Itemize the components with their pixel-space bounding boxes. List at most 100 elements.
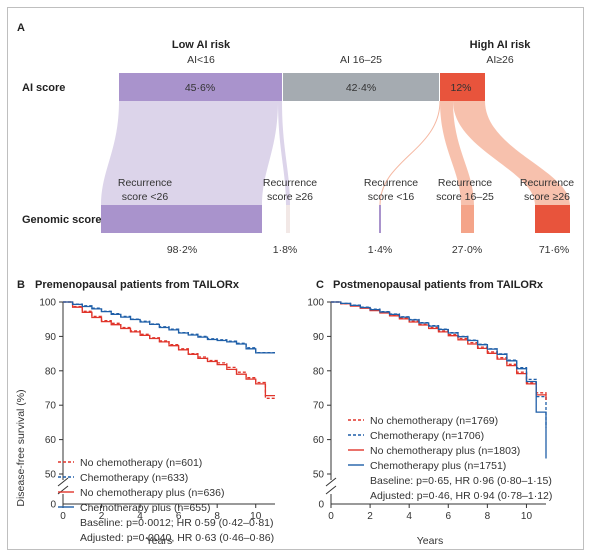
panel-b-axis-break-2 xyxy=(57,485,69,495)
genomic-label-2a: Recurrence xyxy=(263,177,317,189)
panel-c-xtick-label: 2 xyxy=(367,511,373,522)
panel-b-xlabel: Years xyxy=(146,535,172,547)
panel-b-legend-label-3: Chemotherapy plus (n=655) xyxy=(80,502,210,514)
panel-c-series-2 xyxy=(331,301,547,400)
panel-b-series xyxy=(63,301,276,400)
panel-c-series-1 xyxy=(331,301,547,428)
panel-c-xtick-label: 0 xyxy=(328,511,334,522)
genomic-label-3a: Recurrence xyxy=(364,177,418,189)
panel-c-axes: 50 60 70 80 90 100 00 2 4 6 8 10 xyxy=(307,298,546,522)
genomic-label-3b: score <16 xyxy=(368,191,415,203)
panel-c-letter: C xyxy=(316,279,324,291)
genomic-bar-rs-lt16 xyxy=(379,205,381,233)
genomic-label-1b: score <26 xyxy=(122,191,169,203)
panel-c-xtick-label: 8 xyxy=(485,511,491,522)
flow-high-to-rs-ge26 xyxy=(453,101,570,205)
genomic-label-5a: Recurrence xyxy=(520,177,574,189)
panel-b-series-1 xyxy=(63,301,275,354)
panel-c-series-0 xyxy=(331,301,547,402)
panel-c-ytick-label-zero: 0 xyxy=(318,500,324,511)
row-label-ai-score: AI score xyxy=(22,82,65,94)
panel-c-xtick-label: 4 xyxy=(406,511,412,522)
flow-high-to-rs-16-25 xyxy=(440,101,474,205)
genomic-percent-1: 98·2% xyxy=(167,244,197,256)
panel-b-ytick-label-zero: 0 xyxy=(50,500,56,511)
panel-b-km-plot: B Premenopausal patients from TAILORx Di… xyxy=(15,279,276,547)
panel-b-xtick-label: 2 xyxy=(99,511,105,522)
panel-c-title: Postmenopausal patients from TAILORx xyxy=(333,279,544,291)
figure-frame xyxy=(7,7,584,550)
genomic-bar-rs-ge26 xyxy=(286,205,290,233)
group-high-subtitle: AI≥26 xyxy=(486,54,514,66)
flow-low-to-rs-ge26 xyxy=(278,101,290,205)
panel-b-series-3 xyxy=(63,301,275,354)
panel-b-legend-label-2: No chemotherapy plus (n=636) xyxy=(80,487,224,499)
flow-high-to-rs-lt16 xyxy=(379,100,441,206)
panel-c-axis-break-2 xyxy=(325,485,337,495)
genomic-bar-rs-ge26-high xyxy=(535,205,570,233)
panel-a-sankey: A 45·6% 42·4% 12% Low AI risk AI<16 AI 1… xyxy=(17,22,574,256)
genomic-label-1a: Recurrence xyxy=(118,177,172,189)
panel-b-axes: 50 60 70 80 90 100 00 2 4 6 8 10 xyxy=(39,298,275,522)
panel-b-legend-label-1: Chemotherapy (n=633) xyxy=(80,472,188,484)
genomic-percent-5: 71·6% xyxy=(539,244,569,256)
ai-bar-high-percent: 12% xyxy=(450,82,471,94)
row-label-genomic-score: Genomic score xyxy=(22,214,101,226)
panel-b-ytick-label: 100 xyxy=(39,298,56,309)
panel-c-legend-label-0: No chemotherapy (n=1769) xyxy=(370,415,498,427)
panel-b-xtick-label: 6 xyxy=(176,511,182,522)
genomic-percent-2: 1·8% xyxy=(273,244,298,256)
panel-c-series-3 xyxy=(331,301,547,459)
panel-c-stats-1: Baseline: p=0·65, HR 0·96 (0·80–1·15) xyxy=(370,475,552,487)
flow-low-to-rs-lt26 xyxy=(101,101,278,205)
genomic-bar-rs-lt26 xyxy=(101,205,262,233)
group-low-subtitle: AI<16 xyxy=(187,54,215,66)
genomic-label-2b: score ≥26 xyxy=(267,191,313,203)
panel-b-series-0 xyxy=(63,301,276,400)
genomic-label-4b: score 16–25 xyxy=(436,191,494,203)
panel-c-ytick-label: 100 xyxy=(307,298,324,309)
panel-c-legend-label-1: Chemotherapy (n=1706) xyxy=(370,430,484,442)
ai-bar-low xyxy=(119,73,282,101)
panel-b-title: Premenopausal patients from TAILORx xyxy=(35,279,240,291)
panel-b-stats-2: Adjusted: p=0·0040, HR 0·63 (0·46–0·86) xyxy=(80,532,274,544)
ai-bar-high xyxy=(440,73,485,101)
group-mid-subtitle: AI 16–25 xyxy=(340,54,382,66)
panel-c-stats-2: Adjusted: p=0·46, HR 0·94 (0·78–1·12) xyxy=(370,490,552,502)
panel-b-legend: No chemotherapy (n=601) Chemotherapy (n=… xyxy=(58,457,274,544)
panel-b-ylabel: Disease-free survival (%) xyxy=(15,389,27,506)
panel-c-legend-label-3: Chemotherapy plus (n=1751) xyxy=(370,460,506,472)
panel-c-ytick-label: 90 xyxy=(313,332,325,343)
panel-b-xtick-label: 8 xyxy=(214,511,220,522)
panel-b-ytick-label: 90 xyxy=(45,332,57,343)
panel-c-xlabel: Years xyxy=(417,535,443,547)
panel-c-ytick-label: 60 xyxy=(313,435,325,446)
panel-c-legend-label-2: No chemotherapy plus (n=1803) xyxy=(370,445,520,457)
panel-b-series-2 xyxy=(63,301,275,397)
ai-bar-low-percent: 45·6% xyxy=(185,82,215,94)
panel-c-legend: No chemotherapy (n=1769) Chemotherapy (n… xyxy=(348,415,552,502)
panel-c-ytick-label: 80 xyxy=(313,366,325,377)
panel-b-xtick-label: 0 xyxy=(60,511,66,522)
ai-bar-mid-percent: 42·4% xyxy=(346,82,376,94)
panel-b-ytick-label: 80 xyxy=(45,366,57,377)
panel-c-series xyxy=(331,301,547,459)
panel-c-xtick-label: 10 xyxy=(521,511,533,522)
genomic-label-4a: Recurrence xyxy=(438,177,492,189)
panel-b-letter: B xyxy=(17,279,25,291)
panel-c-ytick-label: 70 xyxy=(313,401,325,412)
group-low-title: Low AI risk xyxy=(172,39,231,51)
genomic-percent-4: 27·0% xyxy=(452,244,482,256)
genomic-percent-3: 1·4% xyxy=(368,244,393,256)
panel-c-xtick-label: 6 xyxy=(445,511,451,522)
panel-c-km-plot: C Postmenopausal patients from TAILORx Y… xyxy=(307,279,552,547)
panel-b-ytick-label: 50 xyxy=(45,470,57,481)
genomic-label-5b: score ≥26 xyxy=(524,191,570,203)
panel-b-xtick-label: 4 xyxy=(137,511,143,522)
panel-b-stats-1: Baseline: p=0·0012; HR 0·59 (0·42–0·81) xyxy=(80,517,274,529)
panel-b-axis-break-1 xyxy=(57,477,69,487)
ai-bar-mid xyxy=(283,73,439,101)
panel-a-letter: A xyxy=(17,22,25,34)
panel-b-ytick-label: 60 xyxy=(45,435,57,446)
